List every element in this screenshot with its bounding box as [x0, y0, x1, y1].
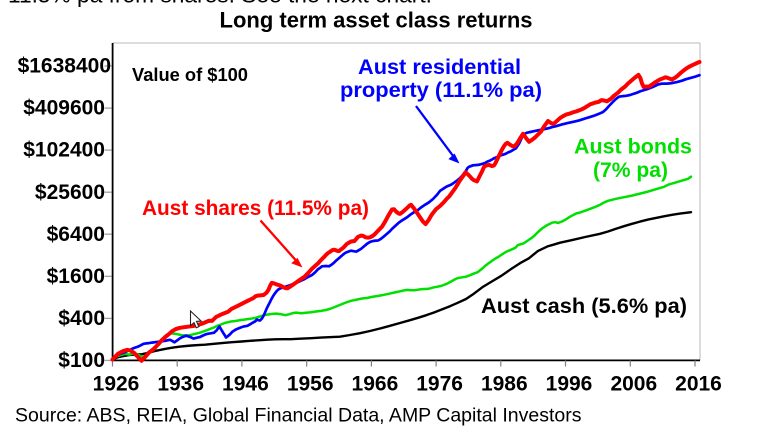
- svg-text:Value of $100: Value of $100: [132, 65, 248, 85]
- svg-text:11.5% pa from shares. See the: 11.5% pa from shares. See the next chart…: [8, 0, 432, 8]
- svg-text:1966: 1966: [352, 373, 399, 396]
- svg-text:property (11.1% pa): property (11.1% pa): [340, 79, 542, 102]
- svg-text:(7% pa): (7% pa): [593, 159, 668, 182]
- svg-text:$400: $400: [58, 307, 105, 330]
- svg-text:$102400: $102400: [23, 139, 105, 162]
- svg-text:1996: 1996: [546, 373, 593, 396]
- svg-text:$100: $100: [58, 349, 105, 372]
- svg-text:Long term asset class returns: Long term asset class returns: [220, 8, 533, 33]
- svg-text:$1638400: $1638400: [18, 55, 111, 78]
- svg-text:$1600: $1600: [47, 265, 105, 288]
- svg-text:Aust residential: Aust residential: [358, 56, 521, 79]
- svg-text:2006: 2006: [610, 373, 657, 396]
- svg-text:Aust shares (11.5% pa): Aust shares (11.5% pa): [142, 197, 369, 220]
- svg-text:1976: 1976: [416, 373, 463, 396]
- svg-text:1946: 1946: [222, 373, 269, 396]
- svg-text:Source: ABS, REIA, Global Fina: Source: ABS, REIA, Global Financial Data…: [15, 405, 582, 427]
- svg-text:Aust cash (5.6% pa): Aust cash (5.6% pa): [481, 295, 687, 318]
- svg-text:Aust bonds: Aust bonds: [574, 136, 692, 159]
- svg-text:$6400: $6400: [47, 223, 105, 246]
- svg-text:1936: 1936: [157, 373, 204, 396]
- svg-text:$409600: $409600: [23, 97, 105, 120]
- svg-text:2016: 2016: [675, 373, 722, 396]
- svg-text:1956: 1956: [287, 373, 334, 396]
- svg-text:1926: 1926: [93, 373, 140, 396]
- svg-text:1986: 1986: [481, 373, 528, 396]
- svg-text:$25600: $25600: [35, 181, 105, 204]
